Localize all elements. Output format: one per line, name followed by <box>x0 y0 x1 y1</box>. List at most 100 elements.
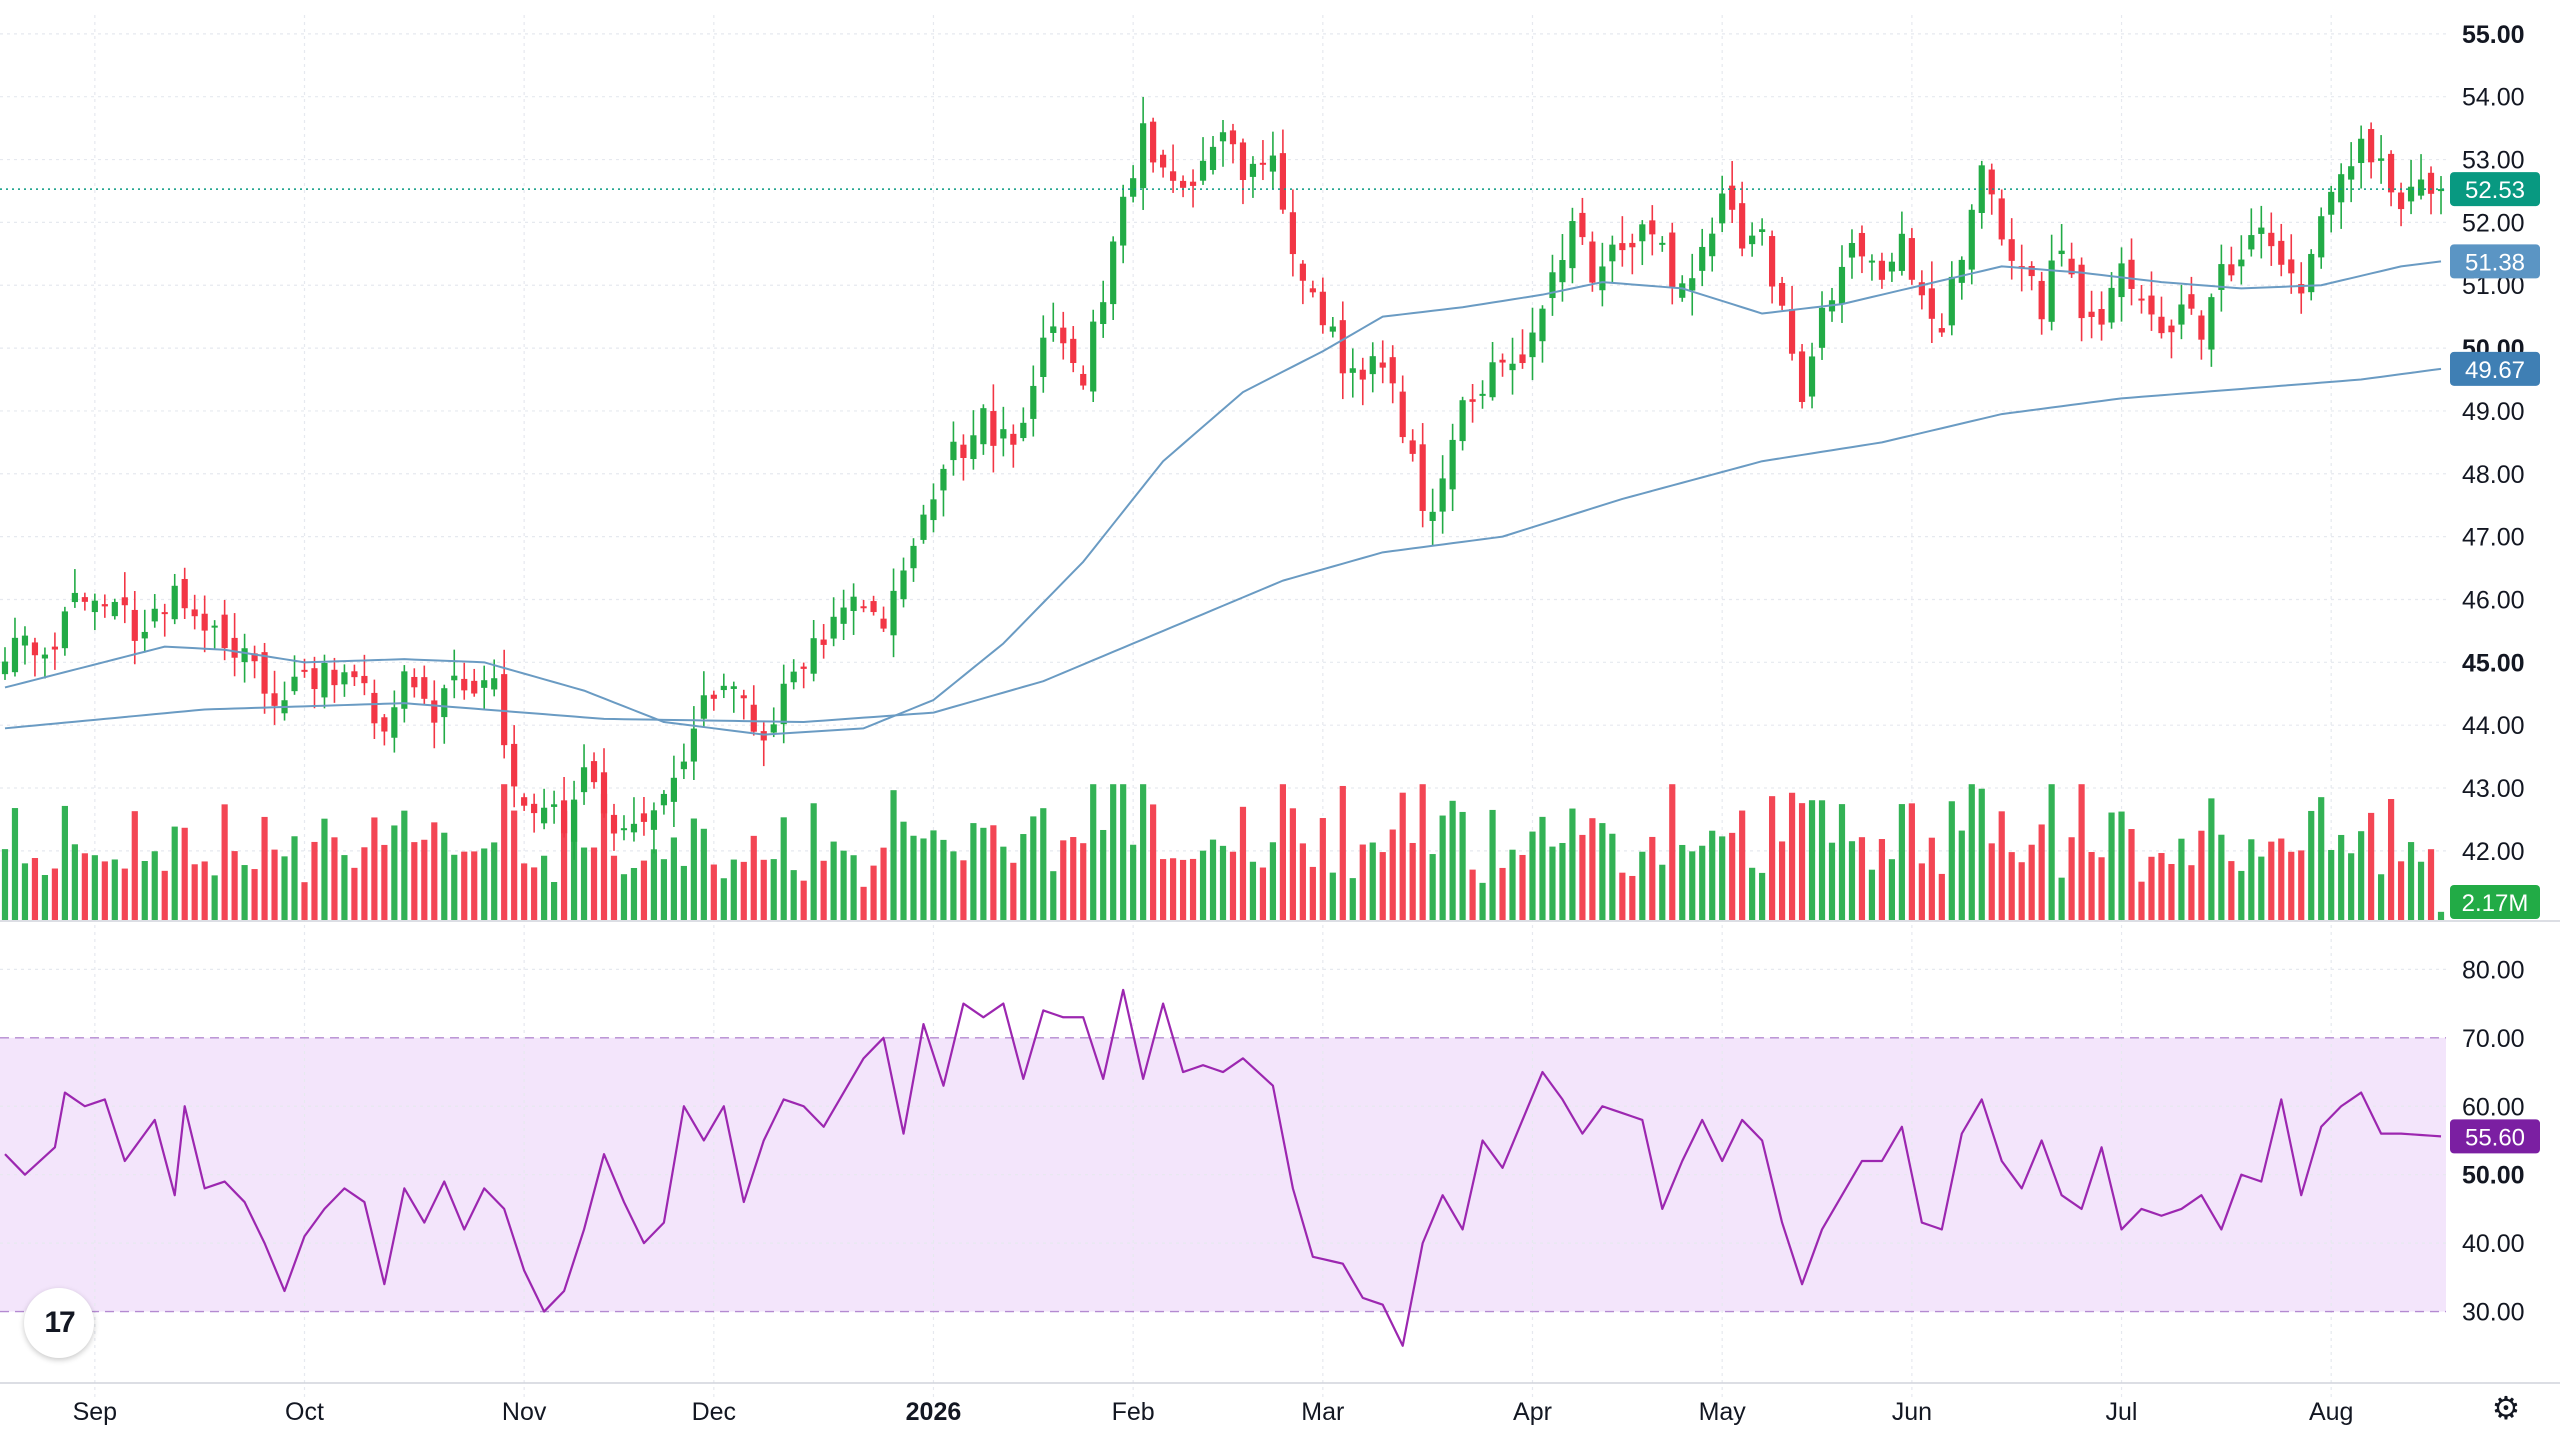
candle-body <box>1549 272 1556 299</box>
volume-bar <box>1978 788 1985 920</box>
volume-bar <box>880 847 887 920</box>
volume-bar <box>2338 834 2345 920</box>
volume-bar <box>441 832 448 920</box>
volume-bar <box>1130 844 1137 920</box>
price-tick-label: 44.00 <box>2462 712 2525 740</box>
candle-body <box>1539 308 1546 342</box>
volume-bar <box>2018 862 2025 920</box>
candle-body <box>1759 229 1766 233</box>
candle-body <box>990 411 997 446</box>
candle-body <box>1808 356 1816 397</box>
volume-bar <box>1399 792 1406 920</box>
candle-body <box>2318 216 2325 258</box>
candle-body <box>770 724 777 733</box>
candle-body <box>441 688 448 718</box>
candle-body <box>51 646 59 650</box>
value-tags: 52.53 51.38 49.67 55.60 2.17M <box>2450 172 2540 1154</box>
candle-body <box>1529 332 1536 358</box>
candle-body <box>880 618 887 629</box>
volume-bar <box>1429 854 1436 920</box>
volume-bar <box>271 849 278 920</box>
candle-body <box>810 638 817 674</box>
volume-bar <box>1080 843 1087 920</box>
candle-body <box>1739 203 1746 249</box>
volume-bar <box>231 851 238 920</box>
volume-bar <box>391 825 398 920</box>
candle-body <box>1798 351 1806 402</box>
candle-body <box>570 799 578 842</box>
candle-body <box>910 545 917 569</box>
volume-bar <box>770 859 777 920</box>
volume-bar <box>1319 818 1326 920</box>
candle-body <box>1888 261 1896 272</box>
volume-bar <box>1419 784 1426 920</box>
volume-bar <box>2198 830 2205 920</box>
candle-body <box>1579 212 1586 238</box>
volume-bar <box>840 850 847 920</box>
candle-body <box>1449 439 1456 490</box>
candle-body <box>391 707 398 738</box>
candle-body <box>71 592 78 603</box>
candle-body <box>1110 241 1117 305</box>
candle-body <box>331 669 338 686</box>
volume-bar <box>1958 830 1965 920</box>
rsi-indicator <box>4 988 2442 1347</box>
tradingview-logo-icon[interactable]: 17 <box>24 1288 94 1358</box>
volume-bar <box>1519 854 1526 920</box>
candle-body <box>181 578 188 609</box>
candle-body <box>251 653 258 662</box>
candle-body <box>930 499 937 521</box>
volume-bar <box>181 827 188 920</box>
time-tick-label: Dec <box>692 1398 736 1426</box>
candle-body <box>1160 154 1167 168</box>
candle-body <box>531 803 538 814</box>
volume-bar <box>1609 833 1616 920</box>
candle-body <box>1249 163 1257 177</box>
candle-body <box>2298 284 2305 294</box>
volume-bar <box>2288 851 2295 920</box>
candle-body <box>21 635 29 646</box>
candle-body <box>1100 302 1107 325</box>
volume-bar <box>610 855 618 920</box>
volume-bar <box>1669 784 1676 920</box>
candle-body <box>271 693 278 706</box>
volume-bar <box>2088 852 2095 920</box>
volume-bar <box>161 870 168 920</box>
volume-bar <box>421 839 428 920</box>
candle-body <box>1689 278 1696 291</box>
volume-bar <box>1050 871 1057 920</box>
volume-bar <box>1679 844 1686 920</box>
rsi-tick-label: 70.00 <box>2462 1025 2525 1053</box>
volume-bar <box>1070 837 1077 920</box>
volume-bar <box>301 882 308 920</box>
volume-bar <box>1948 801 1955 920</box>
volume-bar <box>1709 830 1716 920</box>
price-tick-label: 52.00 <box>2462 209 2525 237</box>
volume-bar <box>1988 843 1995 920</box>
volume-bar <box>2248 839 2255 920</box>
ma-slow-tag: 49.67 <box>2450 351 2540 386</box>
moving-averages <box>4 260 2442 736</box>
candle-body <box>1070 338 1077 364</box>
candle-body <box>151 608 158 622</box>
candle-body <box>1619 243 1626 251</box>
candle-body <box>2397 192 2405 210</box>
volume-bar <box>501 784 508 920</box>
volume-bar <box>830 841 837 920</box>
candle-body <box>2128 259 2135 289</box>
volume-bar <box>1539 816 1546 920</box>
candle-body <box>2098 309 2105 325</box>
candle-body <box>730 686 737 689</box>
volume-bar <box>930 830 937 920</box>
volume-bar <box>1349 878 1356 920</box>
volume-bar <box>1010 862 1017 920</box>
candle-body <box>1150 121 1157 163</box>
candle-body <box>620 828 628 831</box>
volume-bar <box>141 860 148 920</box>
gear-icon[interactable]: ⚙ <box>2491 1389 2521 1427</box>
rsi-tick-label: 50.00 <box>2462 1162 2525 1190</box>
candle-body <box>221 614 228 649</box>
volume-bar <box>1150 804 1157 920</box>
candle-body <box>1399 391 1406 438</box>
